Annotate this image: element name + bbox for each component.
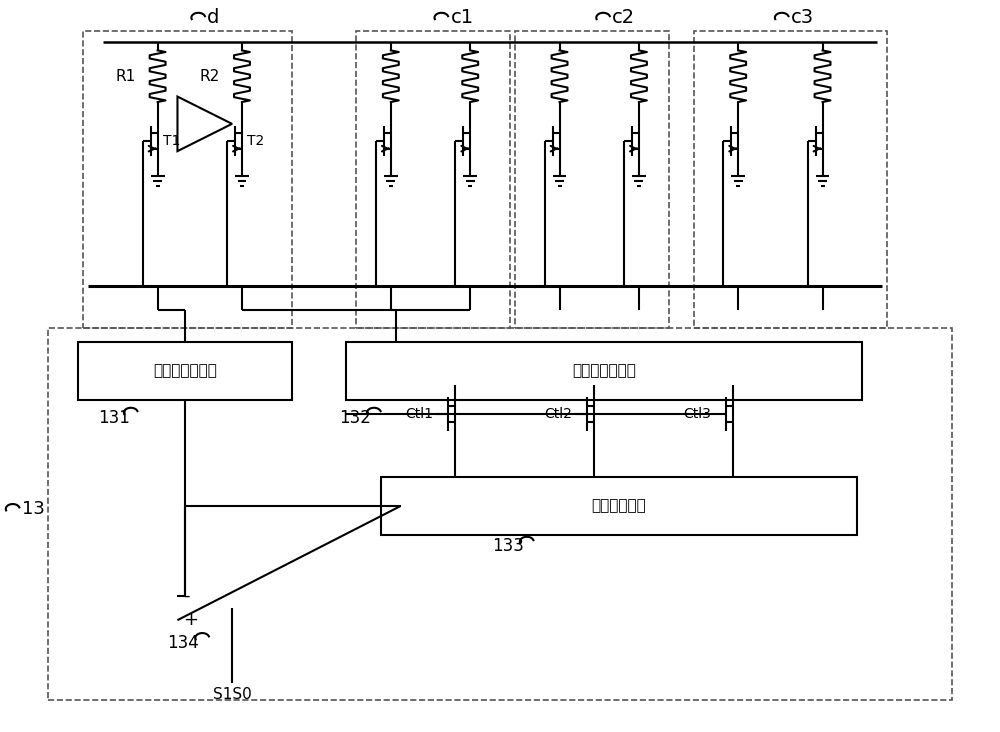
- Text: Ctl3: Ctl3: [684, 407, 711, 421]
- Bar: [78, 342, 292, 400]
- Text: -: -: [183, 587, 190, 605]
- Text: 计算放大单元: 计算放大单元: [592, 498, 646, 513]
- Text: T2: T2: [247, 134, 264, 148]
- Bar: [381, 477, 857, 534]
- Bar: [83, 31, 292, 328]
- Bar: [694, 31, 887, 328]
- Text: 133: 133: [492, 537, 524, 555]
- Text: +: +: [183, 611, 198, 630]
- Text: c3: c3: [791, 8, 814, 27]
- Bar: [515, 31, 669, 328]
- Text: 第一灵敏放大器: 第一灵敏放大器: [153, 364, 217, 378]
- Bar: [48, 328, 952, 701]
- Text: Ctl2: Ctl2: [545, 407, 572, 421]
- Text: R2: R2: [200, 69, 220, 83]
- Text: c1: c1: [450, 8, 474, 27]
- Text: 13: 13: [22, 500, 45, 518]
- Text: 132: 132: [339, 408, 371, 427]
- Bar: [346, 342, 862, 400]
- Text: S1S0: S1S0: [213, 687, 251, 702]
- Text: 131: 131: [98, 408, 130, 427]
- Text: c2: c2: [612, 8, 635, 27]
- Text: d: d: [207, 8, 220, 27]
- Text: 134: 134: [168, 634, 199, 652]
- Text: Ctl1: Ctl1: [406, 407, 434, 421]
- Bar: [356, 31, 510, 328]
- Text: T1: T1: [163, 134, 180, 148]
- Text: 第二灵敏放大器: 第二灵敏放大器: [572, 364, 636, 378]
- Text: R1: R1: [116, 69, 136, 83]
